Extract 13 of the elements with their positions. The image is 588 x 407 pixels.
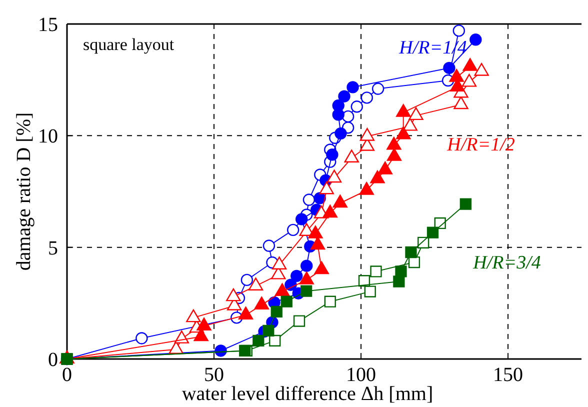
y-axis-title: damage ratio D [%] bbox=[13, 112, 35, 271]
y-tick-label: 5 bbox=[48, 237, 58, 260]
annotation: square layout bbox=[83, 35, 174, 54]
x-axis-title: water level difference Δh [mm] bbox=[182, 383, 434, 405]
text: H/R=3/4 bbox=[472, 252, 542, 274]
x-tick-label: 100 bbox=[346, 364, 376, 386]
y-tick-label: 0 bbox=[48, 349, 58, 371]
y-tick-label: 10 bbox=[38, 126, 58, 148]
x-tick-label: 50 bbox=[204, 364, 224, 386]
y-tick-label: 15 bbox=[38, 14, 58, 36]
series-label: H/R=1/2 bbox=[446, 134, 516, 156]
x-tick-label: 0 bbox=[62, 364, 72, 386]
x-tick-label: 150 bbox=[493, 364, 523, 386]
